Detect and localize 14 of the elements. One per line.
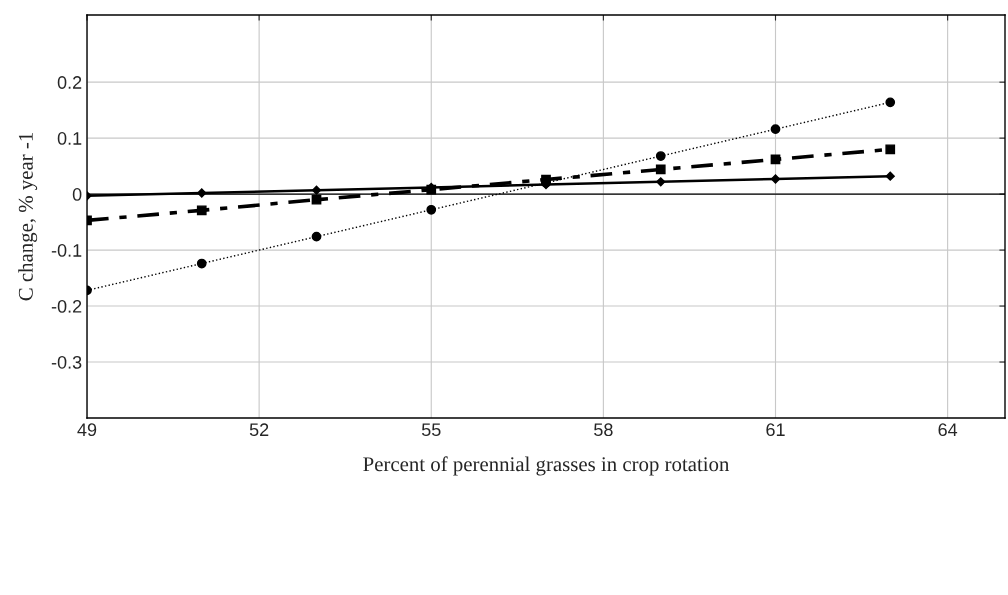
x-tick-label: 61: [766, 423, 785, 437]
x-axis-title: Percent of perennial grasses in crop rotation: [363, 456, 730, 476]
y-axis-title: C change, % year -1: [18, 133, 38, 301]
x-tick-label: 49: [77, 423, 97, 437]
x-tick-label: 55: [421, 423, 441, 437]
y-tick-label: 0.1: [57, 132, 82, 145]
y-tick-label: 0: [72, 188, 82, 201]
x-tick-label: 64: [938, 423, 958, 437]
x-tick-label: 52: [249, 423, 269, 437]
y-tick-label: -0.1: [51, 244, 82, 257]
y-tick-label: -0.2: [51, 299, 82, 313]
y-tick-label: -0.3: [51, 355, 82, 369]
y-tick-label: 0.2: [57, 76, 82, 89]
x-tick-label: 58: [594, 423, 613, 437]
